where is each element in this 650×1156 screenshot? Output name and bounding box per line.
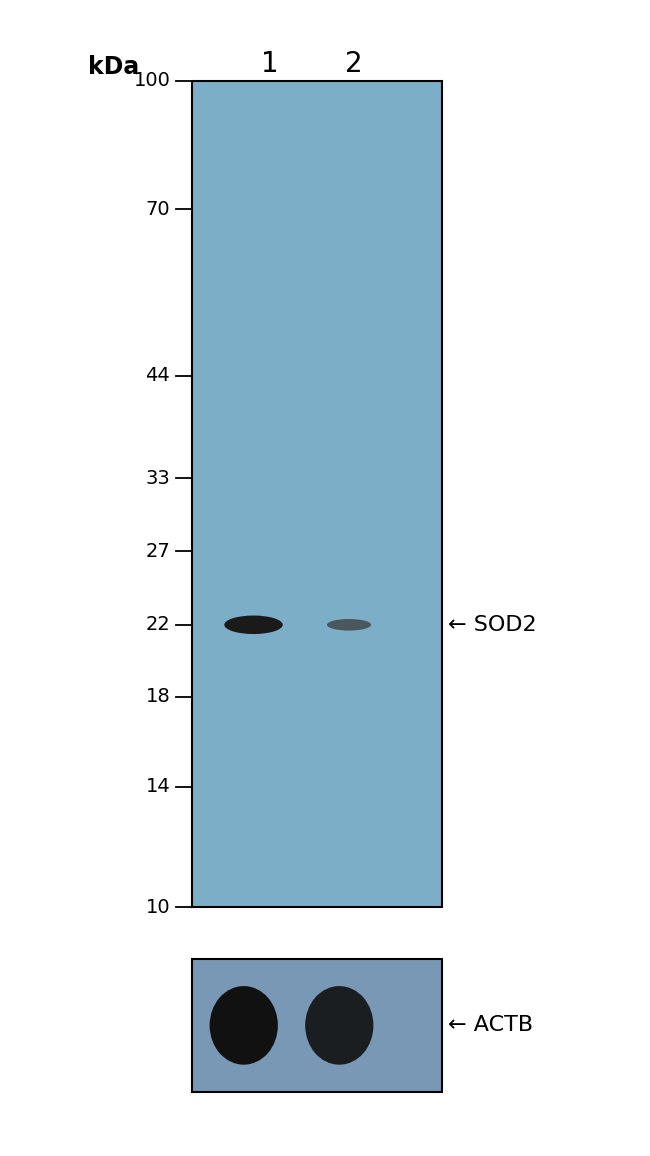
Ellipse shape (305, 986, 373, 1065)
Ellipse shape (224, 615, 283, 633)
Bar (192, 959, 442, 1092)
Text: kDa: kDa (88, 55, 139, 79)
Text: 33: 33 (146, 469, 170, 488)
Ellipse shape (209, 986, 278, 1065)
Text: 18: 18 (146, 687, 170, 706)
Text: 100: 100 (133, 72, 170, 90)
Text: 27: 27 (146, 542, 170, 561)
Bar (192, 81, 442, 907)
Text: 14: 14 (146, 777, 170, 796)
Text: 22: 22 (146, 615, 170, 635)
Text: ← ACTB: ← ACTB (448, 1015, 534, 1036)
Ellipse shape (327, 618, 371, 630)
Text: 2: 2 (345, 50, 363, 77)
Text: 44: 44 (146, 366, 170, 385)
Text: 70: 70 (146, 200, 170, 218)
Text: 1: 1 (261, 50, 279, 77)
Text: 10: 10 (146, 898, 170, 917)
Text: ← SOD2: ← SOD2 (448, 615, 537, 635)
